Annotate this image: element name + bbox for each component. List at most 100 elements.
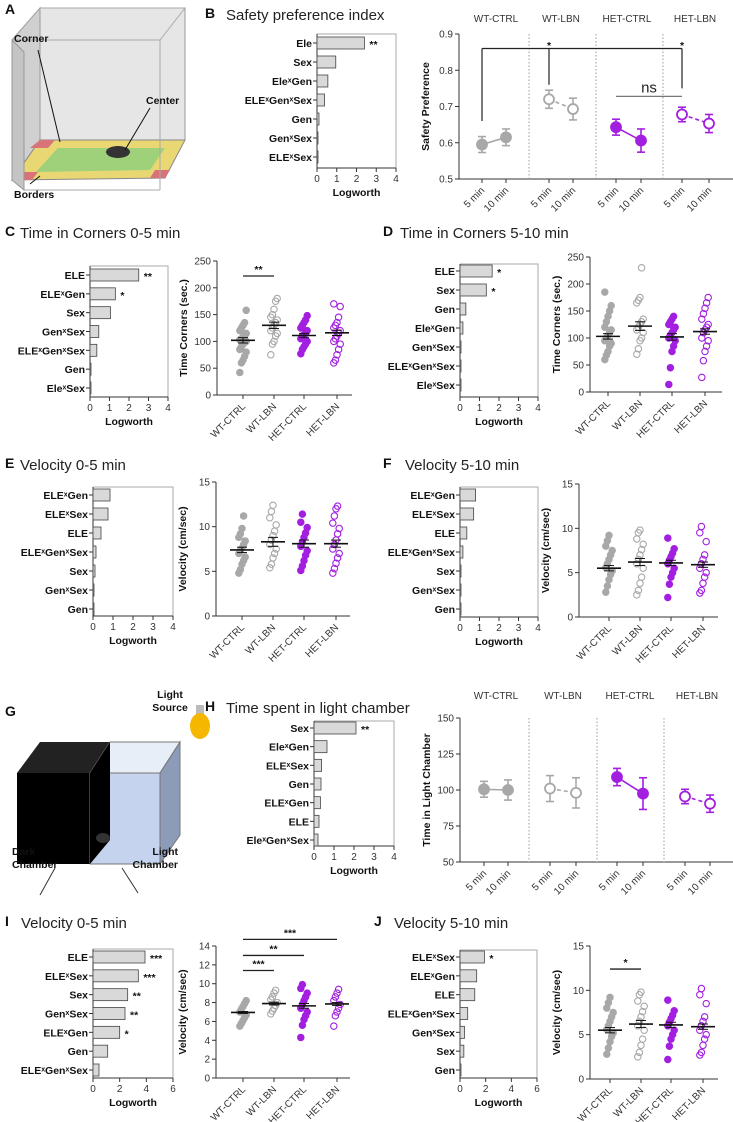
y-tick-label: 2 [204,1055,210,1066]
category-label: ELEˣGen [43,490,88,502]
data-point [637,545,646,554]
data-point [639,564,647,572]
bar [89,287,116,301]
data-point [633,591,641,599]
data-point [670,544,678,553]
group-header: HET-CTRL [606,691,655,702]
category-label: Gen [65,364,85,376]
data-point [698,334,706,342]
group-header: HET-CTRL [603,14,652,25]
data-point [664,534,672,542]
data-point [240,318,249,327]
data-point [303,523,311,532]
data-point [273,329,281,338]
category-label: ELEˣGen [410,971,455,983]
x-tick-label: 10 min [617,185,646,214]
data-point [670,564,678,572]
open-field-illustration: A Corner Center Borders [5,1,187,201]
data-point [303,1008,311,1016]
y-tick-label: 5 [567,568,573,579]
bar [313,777,322,791]
y-tick-label: 75 [443,822,455,833]
plot-frame [93,948,174,1078]
data-point [639,328,647,337]
label-dark-chamber-1: Dark [12,846,36,858]
corner-pointer [37,49,61,143]
data-point [671,336,679,345]
data-point [676,108,688,121]
y-axis-label: Velocity (cm/sec) [551,970,563,1055]
label-light-source-1: Light [157,689,183,701]
category-label: GenˣSex [42,327,85,339]
x-tick-label: 2 [483,1084,489,1095]
panel-letter: J [374,913,382,929]
x-axis-label: Logworth [333,187,381,199]
y-tick-label: 15 [562,480,574,491]
data-point [330,300,338,308]
x-tick-label: 0 [87,403,93,414]
data-point [270,305,278,313]
data-point [607,326,615,334]
data-point [665,1042,674,1050]
data-point [634,586,643,595]
data-point [601,288,609,296]
data-point [607,301,615,310]
x-tick-label: 2 [496,623,502,634]
panel-letter: C [5,223,15,239]
category-label: ELEˣGen [410,490,455,502]
x-tick-label: 4 [535,623,541,634]
data-point [704,797,716,810]
data-point [664,593,672,602]
y-tick-label: 200 [194,283,211,294]
data-point [331,356,340,364]
data-point [570,786,582,799]
bar [313,758,322,772]
category-label: Gen [292,114,312,126]
bar [459,988,476,1002]
group-header: WT-LBN [542,14,580,25]
category-label: EleˣGenˣSex [246,835,309,847]
data-point [701,304,709,313]
bar [92,602,95,616]
data-point [702,568,710,577]
label-dark-chamber-2: Chamber [12,859,58,871]
plot-frame [90,265,169,397]
bar [316,93,325,107]
significance-label: * [491,286,496,298]
data-point [335,524,343,533]
y-axis-label: Time Corners (sec.) [178,279,190,377]
x-tick-label: 1 [331,852,337,863]
panel-E-bar-chart: E Velocity 0-5 min ELEˣGen ELEˣSex ELE ELEˣGe… [5,455,176,647]
y-tick-label: 10 [199,979,211,990]
data-point [635,134,647,147]
data-point [607,339,615,348]
category-label: ELEˣGenˣSex [388,547,455,559]
category-label: ELEˣGenˣSex [18,345,85,357]
data-point [697,586,706,595]
x-tick-label: 2 [117,1084,123,1095]
x-tick-label: 10 min [482,185,511,214]
data-point [671,323,679,331]
x-tick-label: WT-CTRL [208,622,248,662]
data-point [335,549,343,558]
data-point [330,1022,338,1030]
category-label: ELE [68,952,88,964]
data-point [635,1048,644,1057]
bar [316,131,319,145]
bar [459,526,468,540]
bar [92,488,111,502]
category-label: ELE [435,990,455,1002]
bar [92,564,96,578]
x-tick-label: HET-LBN [304,401,342,439]
data-point [332,559,340,568]
significance-label: * [497,267,502,279]
data-point [241,537,249,545]
data-point [272,521,280,529]
category-label: EleˣSex [47,383,85,395]
plot-frame [460,263,539,397]
x-tick-label: 10 min [552,868,581,897]
data-point [696,529,704,537]
